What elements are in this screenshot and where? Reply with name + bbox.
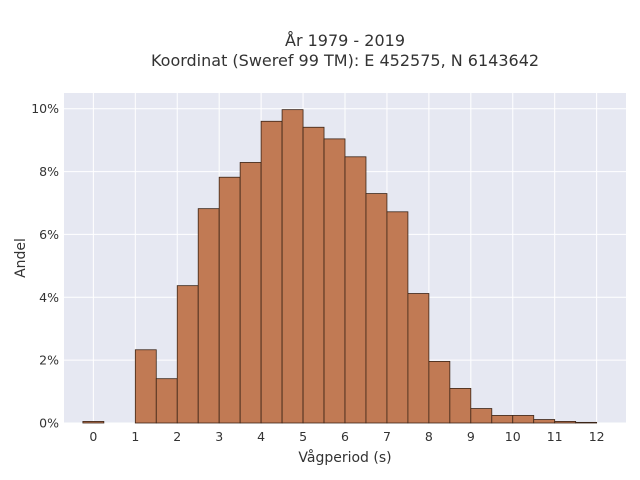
x-tick-label: 8 [425,429,433,444]
histogram-bar [260,120,283,424]
x-axis-ticks: 0 1 2 3 4 5 6 7 8 9 10 11 12 [89,429,604,444]
histogram-bar [323,138,346,424]
x-axis-label: Vågperiod (s) [298,449,391,466]
histogram-bar [134,349,157,424]
histogram-bar [554,421,577,424]
x-tick-label: 0 [89,429,97,444]
x-tick-label: 12 [589,429,605,444]
histogram-bar [176,285,199,424]
histogram-bar [365,193,388,424]
x-tick-label: 7 [383,429,391,444]
x-tick-label: 1 [131,429,139,444]
histogram-bar [533,419,556,424]
histogram-bar [449,388,472,424]
x-tick-label: 11 [547,429,563,444]
histogram-bar [470,408,493,424]
y-tick-label: 6% [39,227,59,242]
x-tick-label: 3 [215,429,223,444]
histogram-bar [155,378,178,424]
histogram-bar [281,109,304,424]
histogram-bar [302,126,325,424]
histogram-bar [575,421,598,424]
histogram-bar [344,156,367,424]
y-axis-ticks: 0% 2% 4% 6% 8% 10% [31,101,59,430]
x-tick-label: 10 [505,429,521,444]
x-tick-label: 2 [173,429,181,444]
y-tick-label: 2% [39,353,59,368]
y-axis-label: Andel [13,238,29,278]
histogram-bar [218,176,241,424]
histogram-bar [386,211,409,424]
chart-title: År 1979 - 2019 [285,31,405,50]
x-tick-label: 4 [257,429,265,444]
y-tick-label: 8% [39,164,59,179]
bars [82,109,598,424]
histogram-bar [197,208,220,424]
histogram-bar [407,293,430,424]
histogram-bar [428,360,451,424]
x-tick-label: 6 [341,429,349,444]
chart-subtitle: Koordinat (Sweref 99 TM): E 452575, N 61… [151,51,539,70]
histogram-bar [512,415,535,424]
y-tick-label: 0% [39,416,59,431]
y-tick-label: 10% [31,101,59,116]
y-tick-label: 4% [39,290,59,305]
histogram-bar [82,421,105,424]
x-tick-label: 9 [467,429,475,444]
histogram-bar [239,162,262,424]
x-tick-label: 5 [299,429,307,444]
histogram-bar [491,415,514,424]
